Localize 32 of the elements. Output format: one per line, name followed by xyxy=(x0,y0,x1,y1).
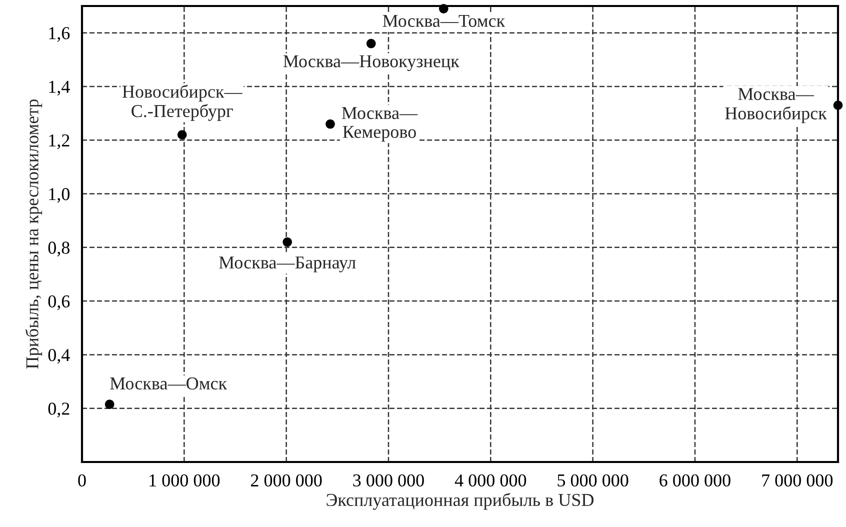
x-axis-title: Эксплуатационная прибыль в USD xyxy=(326,492,594,510)
annotation: Москва—Томск xyxy=(382,14,506,27)
y-tick-label: 1,0 xyxy=(49,188,70,203)
point xyxy=(366,38,376,48)
y-tick-label: 1,2 xyxy=(49,134,70,150)
x-tick-label: 7 000 000 xyxy=(762,474,833,487)
point xyxy=(282,237,292,247)
point xyxy=(833,100,843,110)
y-tick-label: 0,8 xyxy=(48,242,70,256)
point xyxy=(177,130,187,140)
x-tick-label: 1 000 000 xyxy=(150,474,220,487)
y-tick-label: 1,6 xyxy=(49,27,70,42)
annotation: Москва—Омск xyxy=(110,377,228,390)
point xyxy=(438,4,448,14)
y-axis-title: Прибыль, цены на креслокилометр xyxy=(25,99,42,369)
point xyxy=(104,400,114,409)
x-tick-label: 4 000 000 xyxy=(454,474,526,487)
x-tick-label: 2 000 000 xyxy=(251,474,322,487)
annotation: Москва—Барнаул xyxy=(219,256,356,272)
annotation: Москва— Кемерово xyxy=(342,107,418,142)
y-tick-label: 1,4 xyxy=(49,80,70,96)
annotation: Новосибирск— С.-Петербург xyxy=(122,84,242,121)
point xyxy=(326,119,335,129)
x-tick-label: 6 000 000 xyxy=(660,474,730,487)
y-tick-label: 0,6 xyxy=(48,295,70,310)
y-tick-label: 0,4 xyxy=(48,348,70,364)
x-tick-label: 0 xyxy=(78,474,86,487)
x-tick-label: 5 000 000 xyxy=(558,474,628,487)
x-tick-label: 3 000 000 xyxy=(353,474,424,487)
annotation: Москва— Новосибирск xyxy=(725,88,827,124)
y-tick-label: 0,2 xyxy=(48,402,70,418)
annotation: Москва—Новокузнецк xyxy=(283,55,460,72)
